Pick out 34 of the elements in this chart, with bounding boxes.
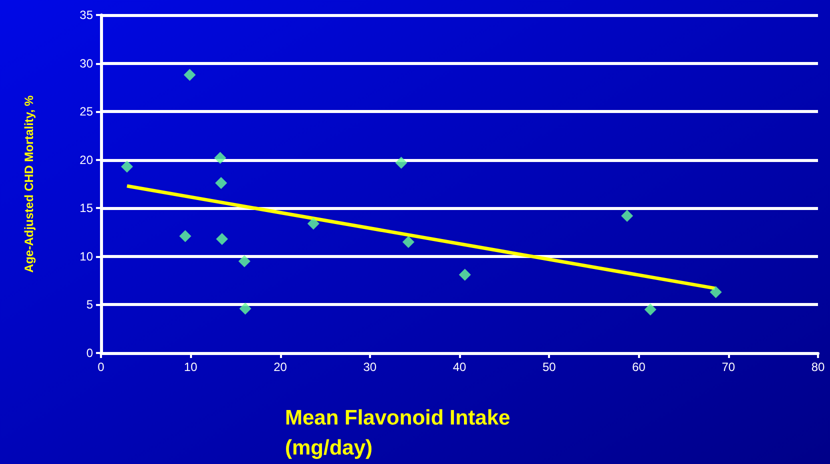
y-tick-label: 15 [80, 201, 94, 216]
point [179, 230, 192, 242]
y-axis-title: Age-Adjusted CHD Mortality, % [22, 95, 36, 273]
point [458, 268, 471, 281]
y-tick-label: 25 [80, 104, 94, 119]
point [307, 218, 320, 230]
x-tick-label: 40 [452, 360, 466, 374]
point [402, 236, 414, 248]
point [216, 233, 228, 246]
x-tick-label: 60 [632, 360, 646, 374]
point [621, 210, 634, 222]
y-tick-label: 10 [80, 249, 94, 264]
y-tick-label: 20 [80, 152, 94, 167]
point [710, 286, 722, 298]
x-axis-title: Mean Flavonoid Intake (mg/day) [285, 406, 510, 460]
point [644, 304, 656, 316]
point [238, 255, 250, 268]
y-tick-label: 35 [80, 8, 94, 22]
x-tick-label: 0 [98, 360, 105, 374]
point [215, 177, 228, 190]
y-tick-label: 0 [86, 346, 94, 360]
x-tick-label: 80 [811, 360, 825, 374]
x-tick-label: 70 [722, 360, 736, 374]
x-tick-label: 20 [274, 360, 288, 374]
x-tick-label: 30 [363, 360, 377, 374]
point [120, 160, 133, 173]
point [184, 68, 196, 81]
point [395, 156, 408, 169]
y-tick-label: 5 [86, 298, 94, 312]
y-tick-label: 30 [80, 56, 94, 70]
point [239, 302, 252, 315]
x-tick-label: 10 [184, 360, 198, 374]
point [214, 152, 226, 164]
x-tick-label: 50 [542, 360, 556, 374]
